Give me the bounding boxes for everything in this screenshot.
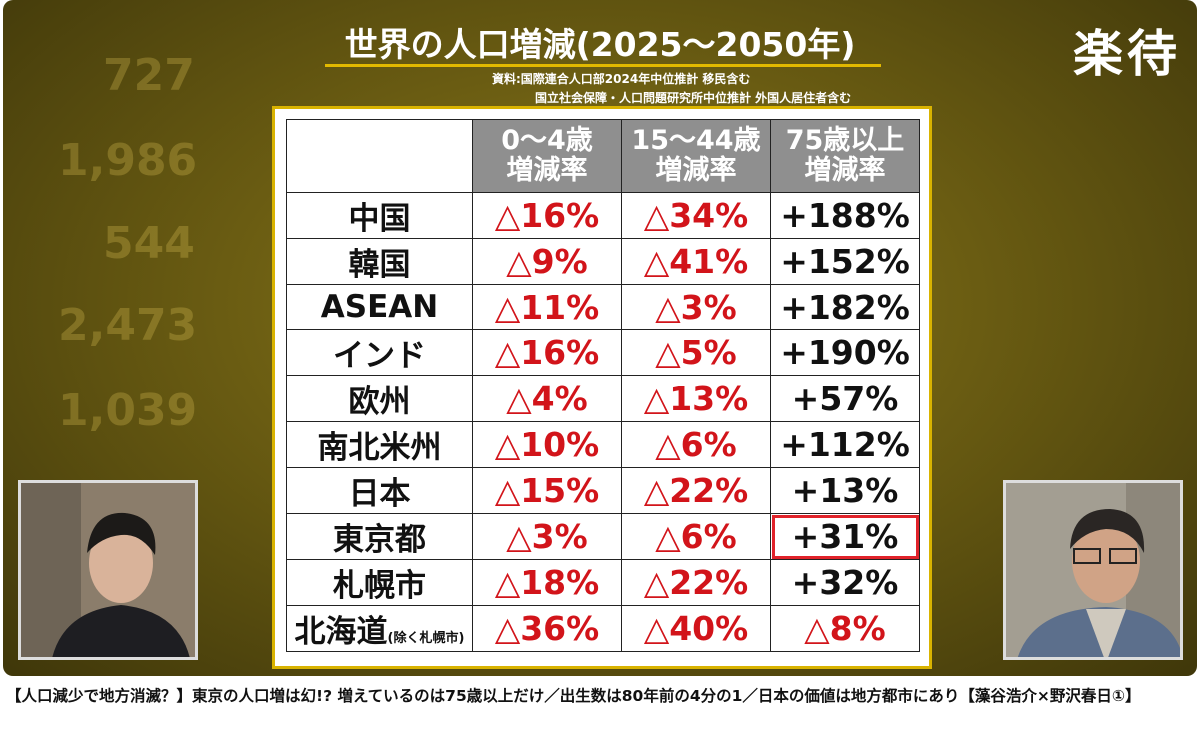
table-cell: +112% [770,421,920,468]
table-cell: △34% [621,192,771,239]
video-title[interactable]: 【人口減少で地方消滅？】東京の人口増は幻!? 増えているのは75歳以上だけ／出生… [6,687,1141,705]
header-text: 75歳以上 [785,125,905,156]
table-cell: △6% [621,421,771,468]
row-label-text: 中国 [348,201,411,237]
header-text: 増減率 [655,155,737,186]
column-header: 0～4歳 増減率 [472,119,622,193]
video-frame[interactable]: 727 1,986 544 2,473 1,039 世界の人口増減(2025～2… [3,0,1197,676]
table-row: ASEAN △11% △3% +182% [286,284,920,330]
table-cell: △15% [472,467,622,514]
guest-video-left [18,480,198,660]
header-text: 15～44歳 [631,125,761,156]
background-number: 1,986 [58,135,198,186]
table-cell: +190% [770,329,920,376]
table-cell: △3% [621,284,771,330]
table: 0～4歳 増減率 15～44歳 増減率 75歳以上 増減率 中国 △16% △34% +188%… [286,119,920,652]
table-row: 中国 △16% △34% +188% [286,192,920,239]
table-cell: +13% [770,467,920,514]
source: 資料:国際連合人口部2024年中位推計 移民含む [492,72,751,86]
row-label: 札幌市 [286,559,473,606]
table-cell: △16% [472,192,622,239]
table-cell: +31% [770,513,920,560]
row-label-text: ASEAN [320,289,439,325]
row-label-text: 日本 [348,476,411,512]
row-label: 東京都 [286,513,473,560]
table-board: 0～4歳 増減率 15～44歳 増減率 75歳以上 増減率 中国 △16% △34% +188%… [272,106,932,669]
column-header: 75歳以上 増減率 [770,119,920,193]
row-label: 欧州 [286,375,473,422]
guest-image [1006,483,1180,657]
row-label: 日本 [286,467,473,514]
table-cell: △22% [621,559,771,606]
table-cell: +182% [770,284,920,330]
logo: 楽待 [1073,25,1181,83]
header-text: 増減率 [804,155,886,186]
background-number: 2,473 [58,300,198,351]
guest-video-right [1003,480,1183,660]
table-row: 日本 △15% △22% +13% [286,467,920,514]
table-row: 欧州 △4% △13% +57% [286,375,920,422]
row-label: 北海道(除く札幌市) [286,605,473,652]
table-cell: △40% [621,605,771,652]
table-cell: △5% [621,329,771,376]
title: 世界の人口増減(2025～2050年) [344,25,856,64]
header-text: 0～4歳 [501,125,593,156]
title-underline [325,64,881,67]
table-body: 中国 △16% △34% +188% 韓国 △9% △41% +152% ASEAN △11% △3… [286,192,920,652]
guest-image [21,483,195,657]
table-cell: △4% [472,375,622,422]
row-label-text: 南北米州 [317,430,442,466]
row-label: 韓国 [286,238,473,285]
row-label-text: 札幌市 [333,568,426,604]
table-cell: +188% [770,192,920,239]
table-cell: △16% [472,329,622,376]
table-cell: △8% [770,605,920,652]
table-cell: △11% [472,284,622,330]
table-cell: △3% [472,513,622,560]
row-label-text: 韓国 [348,247,411,283]
background-number: 544 [103,218,195,269]
row-label-note: (除く札幌市) [387,631,465,646]
table-row: インド △16% △5% +190% [286,329,920,376]
table-cell: +57% [770,375,920,422]
table-row: 東京都 △3% △6% +31% [286,513,920,560]
table-row: 札幌市 △18% △22% +32% [286,559,920,606]
background-number: 1,039 [58,385,198,436]
column-header: 15～44歳 増減率 [621,119,771,193]
row-label-text: インド [333,338,426,374]
table-cell: △6% [621,513,771,560]
table-cell: △41% [621,238,771,285]
table-row: 韓国 △9% △41% +152% [286,238,920,285]
row-label: 中国 [286,192,473,239]
row-label: ASEAN [286,284,473,330]
row-label-text: 欧州 [348,384,411,420]
header-row: 0～4歳 増減率 15～44歳 増減率 75歳以上 増減率 [286,119,920,193]
row-label-text: 北海道 [294,614,388,650]
table-cell: △18% [472,559,622,606]
table-cell: △9% [472,238,622,285]
background-number: 727 [103,50,195,101]
table-cell: △36% [472,605,622,652]
row-label: 南北米州 [286,421,473,468]
table-cell: +32% [770,559,920,606]
source: 国立社会保障・人口問題研究所中位推計 外国人居住者含む [535,91,852,105]
table-row: 南北米州 △10% △6% +112% [286,421,920,468]
header-text: 増減率 [506,155,588,186]
table-cell: △22% [621,467,771,514]
row-label: インド [286,329,473,376]
table-cell: +152% [770,238,920,285]
table-cell: △10% [472,421,622,468]
header-blank [286,119,473,193]
row-label-text: 東京都 [333,522,426,558]
table-cell: △13% [621,375,771,422]
table-row: 北海道(除く札幌市) △36% △40% △8% [286,605,920,652]
